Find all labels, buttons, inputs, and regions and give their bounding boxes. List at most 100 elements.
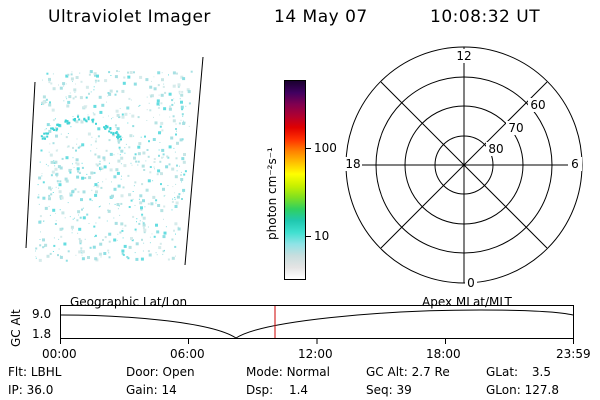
emission-pixel: [180, 105, 184, 109]
emission-pixel: [75, 76, 79, 79]
colorbar-unit-label: photon cm⁻²s⁻¹: [265, 147, 279, 240]
emission-pixel: [146, 96, 148, 98]
emission-pixel: [123, 164, 127, 168]
emission-pixel: [77, 190, 80, 193]
emission-pixel-bright: [58, 124, 61, 127]
emission-pixel: [175, 128, 177, 130]
emission-pixel: [107, 209, 111, 213]
emission-pixel: [179, 165, 180, 167]
emission-pixel: [100, 186, 103, 189]
emission-pixel: [46, 123, 50, 127]
emission-pixel: [51, 108, 55, 112]
emission-pixel: [49, 153, 53, 157]
emission-pixel: [154, 121, 158, 125]
emission-pixel: [173, 98, 175, 100]
emission-pixel: [74, 217, 75, 219]
emission-pixel: [38, 176, 42, 180]
emission-pixel: [141, 213, 144, 216]
emission-pixel: [57, 149, 59, 151]
emission-pixel: [64, 177, 68, 181]
emission-pixel: [116, 171, 120, 175]
emission-pixel: [120, 149, 124, 153]
emission-pixel: [66, 104, 70, 108]
emission-pixel-bright: [41, 137, 44, 140]
emission-pixel: [130, 162, 132, 164]
emission-pixel: [175, 255, 176, 257]
emission-pixel: [74, 188, 77, 191]
emission-pixel: [105, 149, 108, 152]
emission-pixel: [97, 79, 100, 82]
emission-pixel: [132, 125, 135, 128]
emission-pixel: [117, 153, 119, 155]
emission-pixel: [172, 71, 176, 75]
emission-pixel: [62, 82, 66, 86]
emission-pixel: [153, 161, 156, 163]
polar-grid: 12 18 6 0 60 70 80: [344, 46, 583, 290]
emission-pixel: [38, 258, 42, 262]
emission-pixel: [124, 224, 127, 227]
emission-pixel: [179, 138, 183, 142]
emission-pixel: [88, 223, 90, 224]
emission-pixel: [118, 116, 121, 119]
emission-pixel: [67, 133, 69, 134]
emission-pixel: [102, 156, 106, 160]
emission-pixel: [48, 77, 51, 81]
emission-pixel: [75, 254, 77, 256]
info-seq: Seq: 39: [366, 383, 412, 397]
lat-label-70: 70: [508, 121, 523, 135]
emission-pixel: [142, 223, 146, 227]
emission-pixel: [150, 166, 152, 168]
emission-pixel: [171, 200, 174, 203]
emission-pixel: [142, 221, 144, 223]
emission-pixel: [95, 163, 98, 166]
emission-pixel: [79, 242, 82, 245]
emission-pixel: [46, 254, 50, 258]
emission-pixel: [59, 209, 61, 211]
emission-pixel: [156, 102, 160, 106]
emission-pixel: [72, 157, 74, 159]
emission-pixel: [93, 171, 96, 174]
emission-pixel: [87, 114, 89, 116]
emission-pixel: [107, 209, 109, 211]
emission-pixel: [128, 245, 132, 249]
emission-pixel: [72, 80, 73, 82]
emission-pixel: [105, 178, 107, 180]
emission-pixel: [152, 138, 156, 141]
emission-pixel: [87, 132, 91, 136]
emission-pixel: [48, 186, 52, 190]
emission-pixel: [91, 136, 93, 138]
emission-pixel: [128, 146, 131, 149]
emission-pixel: [42, 79, 43, 81]
emission-pixel: [98, 95, 102, 99]
emission-pixel: [116, 239, 118, 241]
emission-pixel: [48, 197, 51, 201]
emission-pixel: [53, 237, 55, 239]
emission-pixel: [159, 142, 161, 143]
emission-pixel: [80, 249, 82, 251]
emission-pixel: [153, 166, 155, 168]
emission-pixel: [144, 206, 146, 208]
emission-pixel: [85, 85, 89, 89]
emission-pixel: [171, 103, 174, 106]
mlt-label-6: 6: [571, 157, 579, 171]
emission-pixel: [90, 171, 94, 175]
emission-pixel: [139, 194, 143, 198]
emission-pixel: [161, 156, 163, 159]
emission-pixel: [176, 72, 178, 75]
emission-pixel: [158, 131, 161, 135]
emission-pixel: [131, 239, 134, 242]
emission-pixel: [118, 205, 120, 207]
emission-pixel: [95, 190, 98, 194]
emission-pixel: [155, 223, 158, 227]
emission-pixel: [178, 90, 181, 93]
altitude-curve: [60, 309, 574, 339]
emission-pixel: [108, 256, 111, 259]
emission-pixel: [168, 74, 169, 76]
emission-pixel: [98, 162, 101, 165]
emission-pixel: [44, 243, 48, 247]
emission-pixel: [182, 192, 184, 194]
emission-pixel: [181, 198, 183, 200]
emission-pixel: [162, 156, 164, 158]
emission-pixel: [58, 183, 62, 187]
emission-pixel: [38, 194, 40, 196]
